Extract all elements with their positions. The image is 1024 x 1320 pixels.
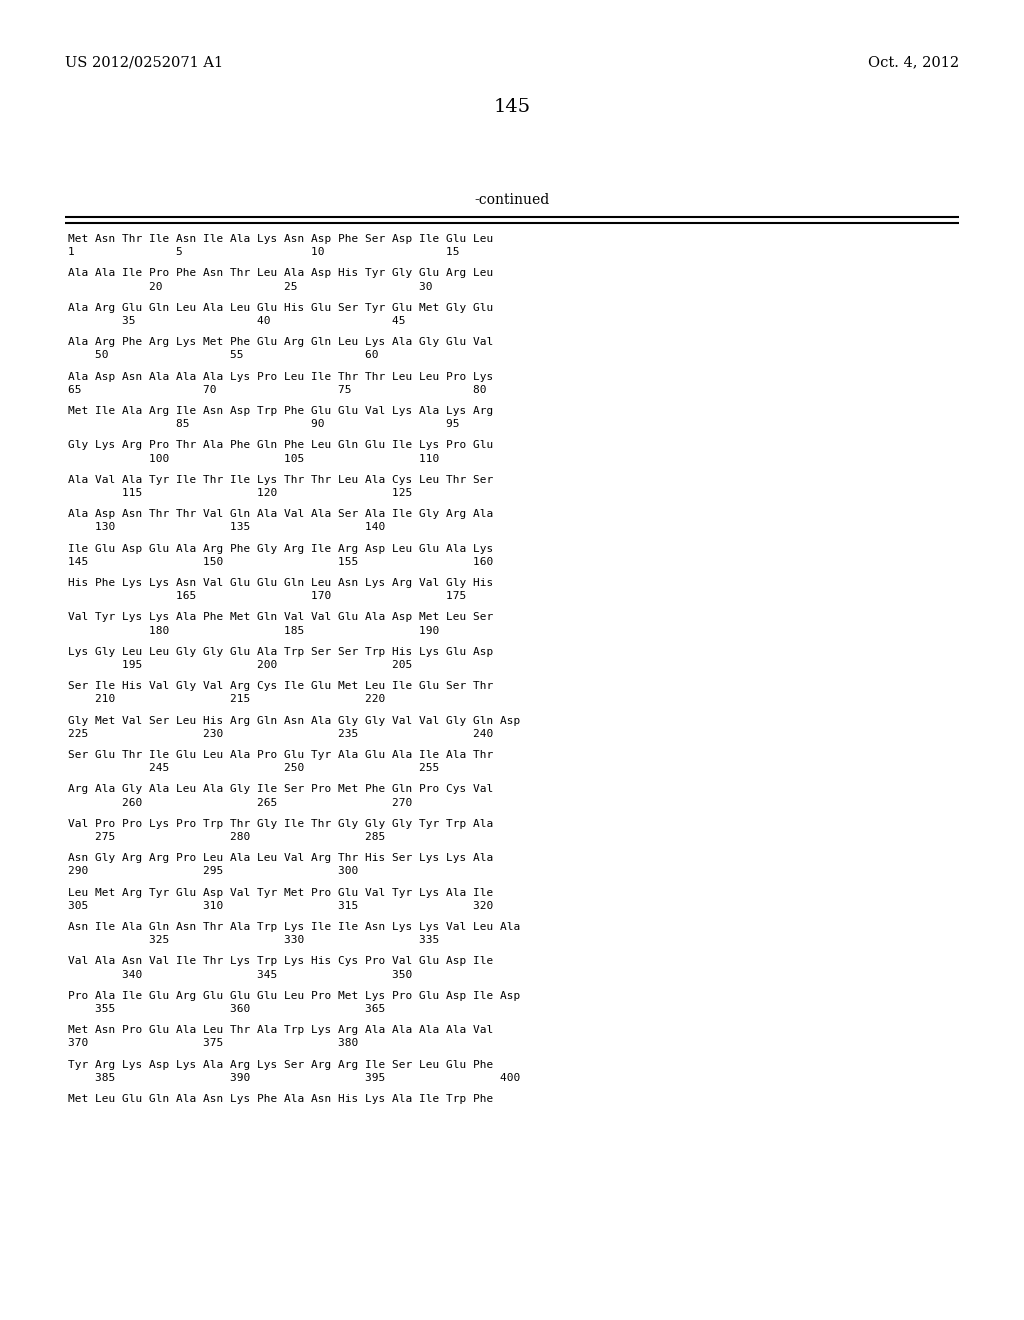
Text: 145: 145: [494, 98, 530, 116]
Text: Leu Met Arg Tyr Glu Asp Val Tyr Met Pro Glu Val Tyr Lys Ala Ile: Leu Met Arg Tyr Glu Asp Val Tyr Met Pro …: [68, 887, 494, 898]
Text: 130                 135                 140: 130 135 140: [68, 523, 385, 532]
Text: Ala Arg Glu Gln Leu Ala Leu Glu His Glu Ser Tyr Glu Met Gly Glu: Ala Arg Glu Gln Leu Ala Leu Glu His Glu …: [68, 302, 494, 313]
Text: Ala Asp Asn Thr Thr Val Gln Ala Val Ala Ser Ala Ile Gly Arg Ala: Ala Asp Asn Thr Thr Val Gln Ala Val Ala …: [68, 510, 494, 519]
Text: US 2012/0252071 A1: US 2012/0252071 A1: [65, 55, 223, 69]
Text: Met Asn Thr Ile Asn Ile Ala Lys Asn Asp Phe Ser Asp Ile Glu Leu: Met Asn Thr Ile Asn Ile Ala Lys Asn Asp …: [68, 234, 494, 244]
Text: Arg Ala Gly Ala Leu Ala Gly Ile Ser Pro Met Phe Gln Pro Cys Val: Arg Ala Gly Ala Leu Ala Gly Ile Ser Pro …: [68, 784, 494, 795]
Text: 225                 230                 235                 240: 225 230 235 240: [68, 729, 494, 739]
Text: Gly Met Val Ser Leu His Arg Gln Asn Ala Gly Gly Val Val Gly Gln Asp: Gly Met Val Ser Leu His Arg Gln Asn Ala …: [68, 715, 520, 726]
Text: 85                  90                  95: 85 90 95: [68, 420, 460, 429]
Text: 50                  55                  60: 50 55 60: [68, 350, 379, 360]
Text: Val Tyr Lys Lys Ala Phe Met Gln Val Val Glu Ala Asp Met Leu Ser: Val Tyr Lys Lys Ala Phe Met Gln Val Val …: [68, 612, 494, 623]
Text: Tyr Arg Lys Asp Lys Ala Arg Lys Ser Arg Arg Ile Ser Leu Glu Phe: Tyr Arg Lys Asp Lys Ala Arg Lys Ser Arg …: [68, 1060, 494, 1069]
Text: 305                 310                 315                 320: 305 310 315 320: [68, 900, 494, 911]
Text: Ser Ile His Val Gly Val Arg Cys Ile Glu Met Leu Ile Glu Ser Thr: Ser Ile His Val Gly Val Arg Cys Ile Glu …: [68, 681, 494, 692]
Text: 210                 215                 220: 210 215 220: [68, 694, 385, 705]
Text: 35                  40                  45: 35 40 45: [68, 315, 406, 326]
Text: Ala Val Ala Tyr Ile Thr Ile Lys Thr Thr Leu Ala Cys Leu Thr Ser: Ala Val Ala Tyr Ile Thr Ile Lys Thr Thr …: [68, 475, 494, 484]
Text: 385                 390                 395                 400: 385 390 395 400: [68, 1073, 520, 1082]
Text: Met Leu Glu Gln Ala Asn Lys Phe Ala Asn His Lys Ala Ile Trp Phe: Met Leu Glu Gln Ala Asn Lys Phe Ala Asn …: [68, 1094, 494, 1104]
Text: 290                 295                 300: 290 295 300: [68, 866, 358, 876]
Text: 245                 250                 255: 245 250 255: [68, 763, 439, 774]
Text: Asn Gly Arg Arg Pro Leu Ala Leu Val Arg Thr His Ser Lys Lys Ala: Asn Gly Arg Arg Pro Leu Ala Leu Val Arg …: [68, 853, 494, 863]
Text: Ile Glu Asp Glu Ala Arg Phe Gly Arg Ile Arg Asp Leu Glu Ala Lys: Ile Glu Asp Glu Ala Arg Phe Gly Arg Ile …: [68, 544, 494, 553]
Text: His Phe Lys Lys Asn Val Glu Glu Gln Leu Asn Lys Arg Val Gly His: His Phe Lys Lys Asn Val Glu Glu Gln Leu …: [68, 578, 494, 587]
Text: 195                 200                 205: 195 200 205: [68, 660, 413, 671]
Text: -continued: -continued: [474, 193, 550, 207]
Text: 180                 185                 190: 180 185 190: [68, 626, 439, 636]
Text: 370                 375                 380: 370 375 380: [68, 1039, 358, 1048]
Text: Val Pro Pro Lys Pro Trp Thr Gly Ile Thr Gly Gly Gly Tyr Trp Ala: Val Pro Pro Lys Pro Trp Thr Gly Ile Thr …: [68, 818, 494, 829]
Text: 260                 265                 270: 260 265 270: [68, 797, 413, 808]
Text: 100                 105                 110: 100 105 110: [68, 454, 439, 463]
Text: Asn Ile Ala Gln Asn Thr Ala Trp Lys Ile Ile Asn Lys Lys Val Leu Ala: Asn Ile Ala Gln Asn Thr Ala Trp Lys Ile …: [68, 921, 520, 932]
Text: 275                 280                 285: 275 280 285: [68, 832, 385, 842]
Text: 115                 120                 125: 115 120 125: [68, 488, 413, 498]
Text: Ser Glu Thr Ile Glu Leu Ala Pro Glu Tyr Ala Glu Ala Ile Ala Thr: Ser Glu Thr Ile Glu Leu Ala Pro Glu Tyr …: [68, 750, 494, 760]
Text: Oct. 4, 2012: Oct. 4, 2012: [868, 55, 959, 69]
Text: 355                 360                 365: 355 360 365: [68, 1005, 385, 1014]
Text: 65                  70                  75                  80: 65 70 75 80: [68, 385, 486, 395]
Text: Gly Lys Arg Pro Thr Ala Phe Gln Phe Leu Gln Glu Ile Lys Pro Glu: Gly Lys Arg Pro Thr Ala Phe Gln Phe Leu …: [68, 441, 494, 450]
Text: Ala Ala Ile Pro Phe Asn Thr Leu Ala Asp His Tyr Gly Glu Arg Leu: Ala Ala Ile Pro Phe Asn Thr Leu Ala Asp …: [68, 268, 494, 279]
Text: Ala Asp Asn Ala Ala Ala Lys Pro Leu Ile Thr Thr Leu Leu Pro Lys: Ala Asp Asn Ala Ala Ala Lys Pro Leu Ile …: [68, 372, 494, 381]
Text: 1               5                   10                  15: 1 5 10 15: [68, 247, 460, 257]
Text: Val Ala Asn Val Ile Thr Lys Trp Lys His Cys Pro Val Glu Asp Ile: Val Ala Asn Val Ile Thr Lys Trp Lys His …: [68, 957, 494, 966]
Text: 145                 150                 155                 160: 145 150 155 160: [68, 557, 494, 566]
Text: 340                 345                 350: 340 345 350: [68, 970, 413, 979]
Text: Met Asn Pro Glu Ala Leu Thr Ala Trp Lys Arg Ala Ala Ala Ala Val: Met Asn Pro Glu Ala Leu Thr Ala Trp Lys …: [68, 1026, 494, 1035]
Text: Ala Arg Phe Arg Lys Met Phe Glu Arg Gln Leu Lys Ala Gly Glu Val: Ala Arg Phe Arg Lys Met Phe Glu Arg Gln …: [68, 337, 494, 347]
Text: 20                  25                  30: 20 25 30: [68, 281, 432, 292]
Text: Met Ile Ala Arg Ile Asn Asp Trp Phe Glu Glu Val Lys Ala Lys Arg: Met Ile Ala Arg Ile Asn Asp Trp Phe Glu …: [68, 407, 494, 416]
Text: Pro Ala Ile Glu Arg Glu Glu Glu Leu Pro Met Lys Pro Glu Asp Ile Asp: Pro Ala Ile Glu Arg Glu Glu Glu Leu Pro …: [68, 991, 520, 1001]
Text: 165                 170                 175: 165 170 175: [68, 591, 466, 601]
Text: 325                 330                 335: 325 330 335: [68, 935, 439, 945]
Text: Lys Gly Leu Leu Gly Gly Glu Ala Trp Ser Ser Trp His Lys Glu Asp: Lys Gly Leu Leu Gly Gly Glu Ala Trp Ser …: [68, 647, 494, 657]
